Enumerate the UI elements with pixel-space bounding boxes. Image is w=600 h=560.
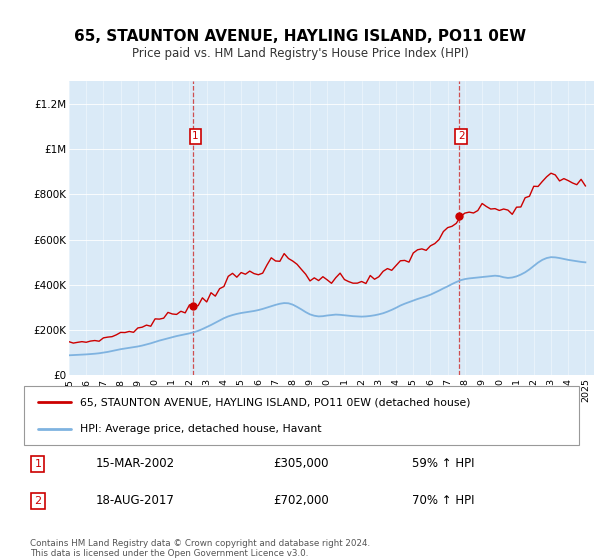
Text: 15-MAR-2002: 15-MAR-2002 xyxy=(96,458,175,470)
FancyBboxPatch shape xyxy=(24,386,579,445)
Text: Price paid vs. HM Land Registry's House Price Index (HPI): Price paid vs. HM Land Registry's House … xyxy=(131,46,469,60)
Text: 70% ↑ HPI: 70% ↑ HPI xyxy=(413,494,475,507)
Text: £702,000: £702,000 xyxy=(274,494,329,507)
Text: 59% ↑ HPI: 59% ↑ HPI xyxy=(413,458,475,470)
Text: 18-AUG-2017: 18-AUG-2017 xyxy=(96,494,175,507)
Text: 2: 2 xyxy=(458,132,464,141)
Text: 65, STAUNTON AVENUE, HAYLING ISLAND, PO11 0EW: 65, STAUNTON AVENUE, HAYLING ISLAND, PO1… xyxy=(74,29,526,44)
Text: 1: 1 xyxy=(192,132,199,141)
Text: 2: 2 xyxy=(34,496,41,506)
Text: £305,000: £305,000 xyxy=(274,458,329,470)
Text: HPI: Average price, detached house, Havant: HPI: Average price, detached house, Hava… xyxy=(79,424,321,435)
Text: Contains HM Land Registry data © Crown copyright and database right 2024.
This d: Contains HM Land Registry data © Crown c… xyxy=(30,539,370,558)
Text: 1: 1 xyxy=(34,459,41,469)
Text: 65, STAUNTON AVENUE, HAYLING ISLAND, PO11 0EW (detached house): 65, STAUNTON AVENUE, HAYLING ISLAND, PO1… xyxy=(79,397,470,407)
